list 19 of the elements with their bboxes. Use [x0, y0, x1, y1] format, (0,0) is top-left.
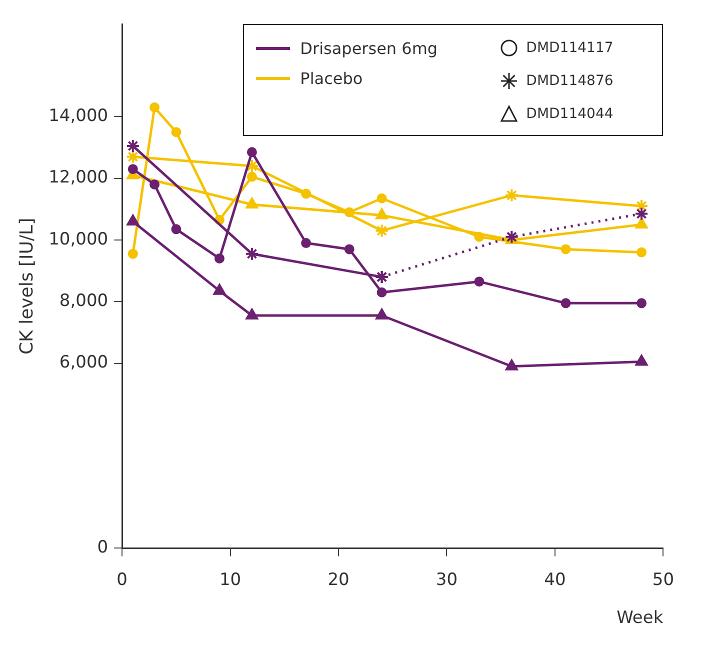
- x-axis-title: Week: [616, 608, 664, 628]
- y-axis-title: CK levels [IU/L]: [16, 218, 38, 355]
- annotation: DMD114876: [526, 72, 614, 89]
- annotation: Drisapersen 6mg: [300, 38, 438, 58]
- y-tick-label: 8,000: [59, 291, 108, 312]
- y-tick-label: 0: [97, 538, 108, 558]
- y-tick-label: 6,000: [59, 352, 108, 373]
- x-tick-label: 10: [219, 570, 242, 590]
- y-tick-label: 14,000: [48, 106, 108, 126]
- annotation: DMD114117: [526, 40, 614, 56]
- x-tick-label: 0: [116, 570, 128, 590]
- x-tick-label: 40: [544, 570, 566, 590]
- annotation: Placebo: [300, 68, 363, 88]
- y-tick-label: 12,000: [48, 168, 108, 188]
- x-tick-label: 20: [328, 570, 350, 590]
- annotation: DMD114044: [526, 106, 614, 122]
- x-tick-label: 30: [436, 570, 458, 590]
- y-tick-label: 10,000: [48, 229, 108, 250]
- x-tick-label: 50: [652, 570, 674, 590]
